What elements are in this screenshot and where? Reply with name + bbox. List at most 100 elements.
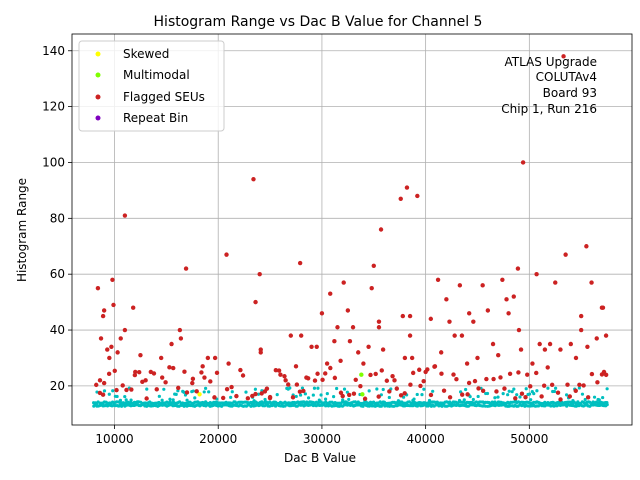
data-point-flagged-seus xyxy=(97,390,103,396)
data-point-flagged-seus xyxy=(114,387,119,393)
data-point-flagged-seus xyxy=(480,283,485,288)
data-point-flagged-seus xyxy=(226,361,231,366)
data-point-flagged-seus xyxy=(390,373,395,379)
data-point-normal xyxy=(471,397,475,402)
data-point-flagged-seus xyxy=(589,371,595,377)
data-point-flagged-seus xyxy=(516,327,522,333)
data-point-flagged-seus xyxy=(184,390,190,395)
data-point-flagged-seus xyxy=(115,350,120,355)
data-point-flagged-seus xyxy=(392,378,397,383)
data-point-flagged-seus xyxy=(475,355,480,361)
data-point-flagged-seus xyxy=(346,392,352,398)
data-point-normal xyxy=(532,391,536,396)
data-point-flagged-seus xyxy=(144,396,149,401)
data-point-flagged-seus xyxy=(476,386,481,391)
x-axis-label: Dac B Value xyxy=(284,451,356,465)
data-point-flagged-seus xyxy=(109,344,114,349)
data-point-normal xyxy=(605,400,609,405)
data-point-flagged-seus xyxy=(490,341,496,347)
data-point-flagged-seus xyxy=(294,382,300,387)
data-point-flagged-seus xyxy=(212,395,217,400)
data-point-flagged-seus xyxy=(504,297,509,302)
data-point-flagged-seus xyxy=(451,372,456,377)
data-point-flagged-seus xyxy=(194,389,199,394)
data-point-flagged-seus xyxy=(418,383,423,389)
y-tick-label: 80 xyxy=(50,211,65,225)
data-point-flagged-seus xyxy=(513,396,518,401)
data-point-flagged-seus xyxy=(288,333,294,338)
data-point-flagged-seus xyxy=(234,393,239,399)
data-point-flagged-seus xyxy=(259,391,264,396)
data-point-flagged-seus xyxy=(565,382,570,387)
data-point-flagged-seus xyxy=(205,355,211,361)
data-point-normal xyxy=(476,394,480,399)
y-tick-label: 40 xyxy=(50,323,65,337)
data-point-flagged-seus xyxy=(581,383,586,388)
data-point-normal xyxy=(422,387,426,391)
data-point-flagged-seus xyxy=(183,266,189,271)
data-point-flagged-seus xyxy=(558,397,563,402)
data-point-flagged-seus xyxy=(378,227,384,232)
data-point-normal xyxy=(597,398,601,402)
data-point-flagged-seus xyxy=(568,341,574,347)
data-point-flagged-seus xyxy=(603,333,609,338)
x-tick-label: 10000 xyxy=(95,432,133,446)
data-point-flagged-seus xyxy=(340,393,345,399)
data-point-normal xyxy=(191,389,195,393)
data-point-normal xyxy=(182,390,186,394)
data-point-flagged-seus xyxy=(208,379,213,384)
data-point-normal xyxy=(123,394,127,399)
data-point-normal xyxy=(325,391,329,396)
data-point-flagged-seus xyxy=(159,375,165,380)
data-point-normal xyxy=(160,398,164,402)
data-point-flagged-seus xyxy=(301,388,306,394)
data-point-flagged-seus xyxy=(408,382,413,387)
data-point-normal xyxy=(171,398,175,402)
data-point-flagged-seus xyxy=(106,371,112,377)
data-point-flagged-seus xyxy=(278,372,283,377)
data-point-flagged-seus xyxy=(398,196,403,201)
data-point-flagged-seus xyxy=(315,371,320,376)
data-point-normal xyxy=(312,386,317,390)
data-point-flagged-seus xyxy=(444,297,449,302)
data-point-flagged-seus xyxy=(484,376,489,382)
data-point-normal xyxy=(253,387,257,391)
data-point-flagged-seus xyxy=(459,333,465,338)
data-point-flagged-seus xyxy=(324,361,330,366)
data-point-normal xyxy=(347,397,351,402)
data-point-flagged-seus xyxy=(400,313,406,319)
data-point-normal xyxy=(102,389,107,393)
data-point-normal xyxy=(510,390,514,394)
data-point-normal xyxy=(592,395,597,399)
data-point-flagged-seus xyxy=(425,367,430,372)
data-point-flagged-seus xyxy=(465,392,470,397)
data-point-flagged-seus xyxy=(171,365,176,371)
data-point-normal xyxy=(501,392,505,396)
data-point-normal xyxy=(275,393,279,397)
data-point-flagged-seus xyxy=(577,382,582,388)
data-point-normal xyxy=(605,387,609,391)
data-point-normal xyxy=(319,393,323,397)
data-point-flagged-seus xyxy=(297,389,303,394)
data-point-flagged-seus xyxy=(545,365,550,370)
data-point-flagged-seus xyxy=(138,352,143,358)
data-point-flagged-seus xyxy=(130,305,136,310)
data-point-flagged-seus xyxy=(599,372,605,377)
data-point-flagged-seus xyxy=(122,327,128,333)
data-point-normal xyxy=(303,392,307,396)
data-point-flagged-seus xyxy=(358,383,363,389)
data-point-normal xyxy=(311,393,315,397)
data-point-flagged-seus xyxy=(143,378,148,383)
data-point-flagged-seus xyxy=(112,368,117,373)
data-point-flagged-seus xyxy=(95,285,101,291)
data-point-flagged-seus xyxy=(573,388,578,393)
legend-marker-skewed xyxy=(95,51,101,57)
data-point-flagged-seus xyxy=(500,277,505,282)
data-point-flagged-seus xyxy=(305,376,311,381)
data-point-flagged-seus xyxy=(163,380,168,385)
data-point-flagged-seus xyxy=(494,389,499,394)
data-point-flagged-seus xyxy=(129,387,134,392)
data-point-normal xyxy=(230,390,234,394)
annotation-line-1: ATLAS Upgrade xyxy=(504,55,597,69)
